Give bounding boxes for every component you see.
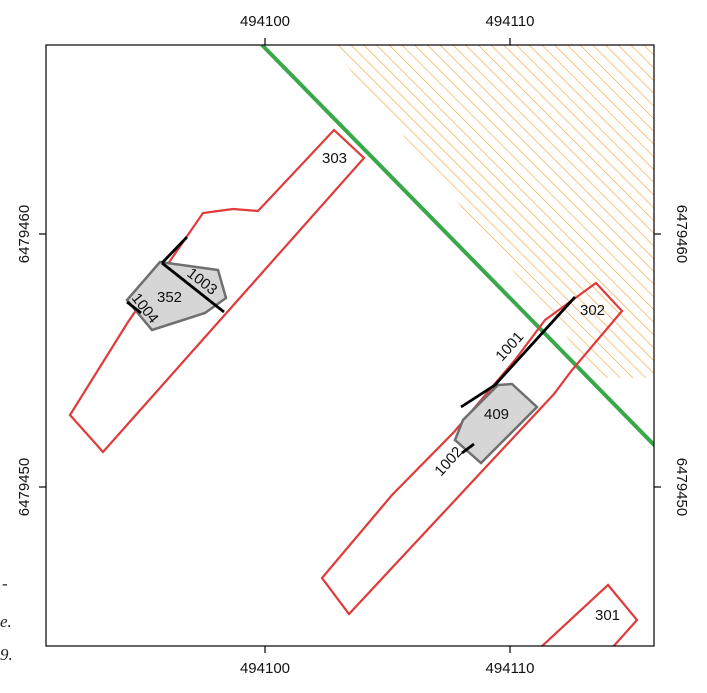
label-352: 352 — [157, 289, 182, 306]
hatched-area — [330, 45, 654, 378]
plot-frame — [45, 44, 655, 647]
section-line-1003-tick — [160, 236, 189, 264]
tick-marks — [39, 38, 661, 653]
feature-409 — [453, 382, 539, 465]
trench-303-outline — [68, 128, 366, 454]
top-tick-label: 494100 — [240, 13, 290, 30]
label-301: 301 — [595, 607, 620, 624]
left-tick-label: 6479460 — [16, 205, 33, 263]
right-tick-label: 6479460 — [673, 205, 690, 263]
section-line-1001 — [460, 296, 577, 409]
section-line-1002 — [461, 442, 475, 455]
margin-fragment: - — [2, 574, 8, 593]
trench-301-outline — [540, 583, 639, 646]
margin-fragment: 9. — [0, 645, 13, 664]
top-tick-label: 494110 — [486, 13, 535, 30]
label-302: 302 — [580, 302, 605, 319]
right-tick-label: 6479450 — [673, 458, 690, 516]
label-409: 409 — [484, 406, 509, 423]
green-boundary-line — [260, 45, 654, 448]
bottom-tick-label: 494100 — [240, 660, 290, 677]
trench-302-outline — [320, 281, 624, 616]
margin-fragment: e. — [0, 612, 12, 631]
feature-352 — [125, 260, 228, 332]
section-line-1003 — [161, 261, 225, 314]
label-303: 303 — [322, 150, 347, 167]
section-line-1004 — [126, 300, 142, 315]
left-tick-label: 6479450 — [16, 458, 33, 516]
bottom-tick-label: 494110 — [486, 660, 535, 677]
